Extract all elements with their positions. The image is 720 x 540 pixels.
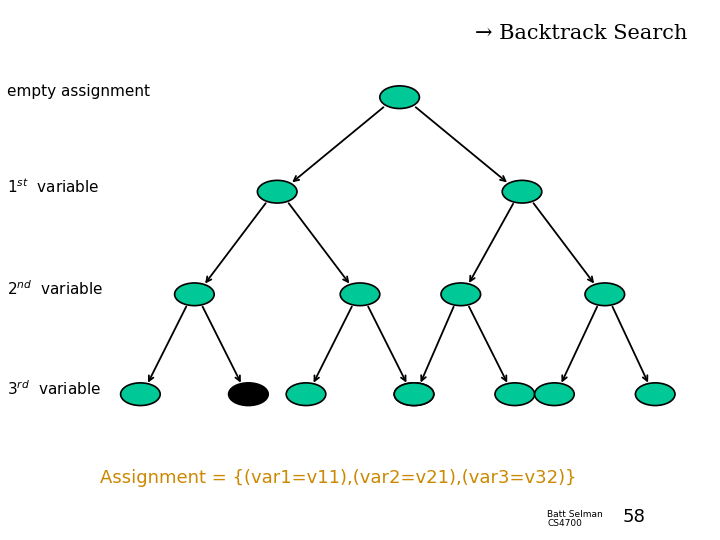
Ellipse shape (394, 383, 433, 406)
Ellipse shape (287, 383, 325, 406)
Ellipse shape (636, 383, 675, 406)
Ellipse shape (394, 383, 433, 406)
Ellipse shape (121, 383, 161, 406)
Ellipse shape (174, 283, 215, 306)
Ellipse shape (503, 180, 541, 203)
Ellipse shape (441, 283, 481, 306)
Ellipse shape (534, 383, 575, 406)
Text: $1^{st}$  variable: $1^{st}$ variable (7, 177, 99, 195)
Text: 58: 58 (623, 508, 646, 526)
Text: Batt Selman: Batt Selman (547, 510, 603, 518)
Ellipse shape (380, 86, 419, 109)
Text: $3^{rd}$  variable: $3^{rd}$ variable (7, 380, 101, 398)
Text: $2^{nd}$  variable: $2^{nd}$ variable (7, 280, 104, 298)
Text: CS4700: CS4700 (547, 519, 582, 528)
Text: Assignment = {(var1=v11),(var2=v21),(var3=v32)}: Assignment = {(var1=v11),(var2=v21),(var… (100, 469, 577, 487)
Ellipse shape (495, 383, 534, 406)
Ellipse shape (585, 283, 624, 306)
Ellipse shape (340, 283, 380, 306)
Ellipse shape (258, 180, 297, 203)
Ellipse shape (228, 383, 268, 406)
Text: → Backtrack Search: → Backtrack Search (475, 24, 688, 43)
Text: empty assignment: empty assignment (7, 84, 150, 99)
